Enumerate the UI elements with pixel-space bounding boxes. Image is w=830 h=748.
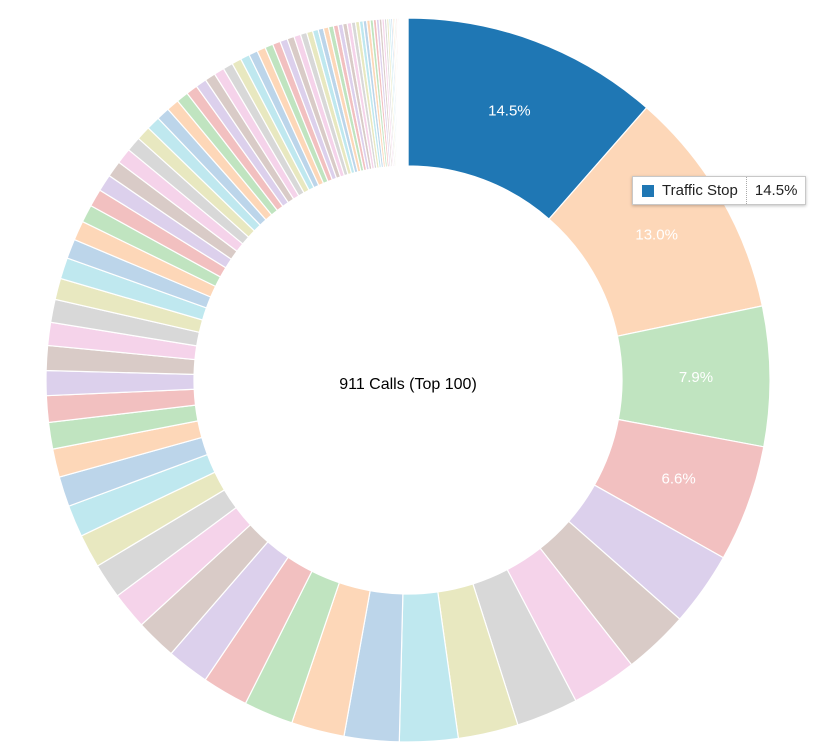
tooltip-label: Traffic Stop — [662, 182, 738, 199]
donut-slices — [45, 17, 771, 743]
donut-slice-labels: 14.5% 13.0% 7.9% 6.6% — [488, 102, 713, 487]
tooltip-value: 14.5% — [754, 182, 798, 199]
slice-value-label-4: 6.6% — [661, 471, 695, 488]
tooltip-divider — [745, 177, 747, 204]
slice-tooltip: Traffic Stop 14.5% — [632, 176, 807, 205]
slice-value-label-1: 14.5% — [488, 102, 531, 119]
slice-value-label-3: 7.9% — [679, 369, 713, 386]
tooltip-color-swatch — [642, 184, 654, 197]
chart-center-title: 911 Calls (Top 100) — [339, 376, 477, 393]
slice-value-label-2: 13.0% — [635, 227, 678, 244]
